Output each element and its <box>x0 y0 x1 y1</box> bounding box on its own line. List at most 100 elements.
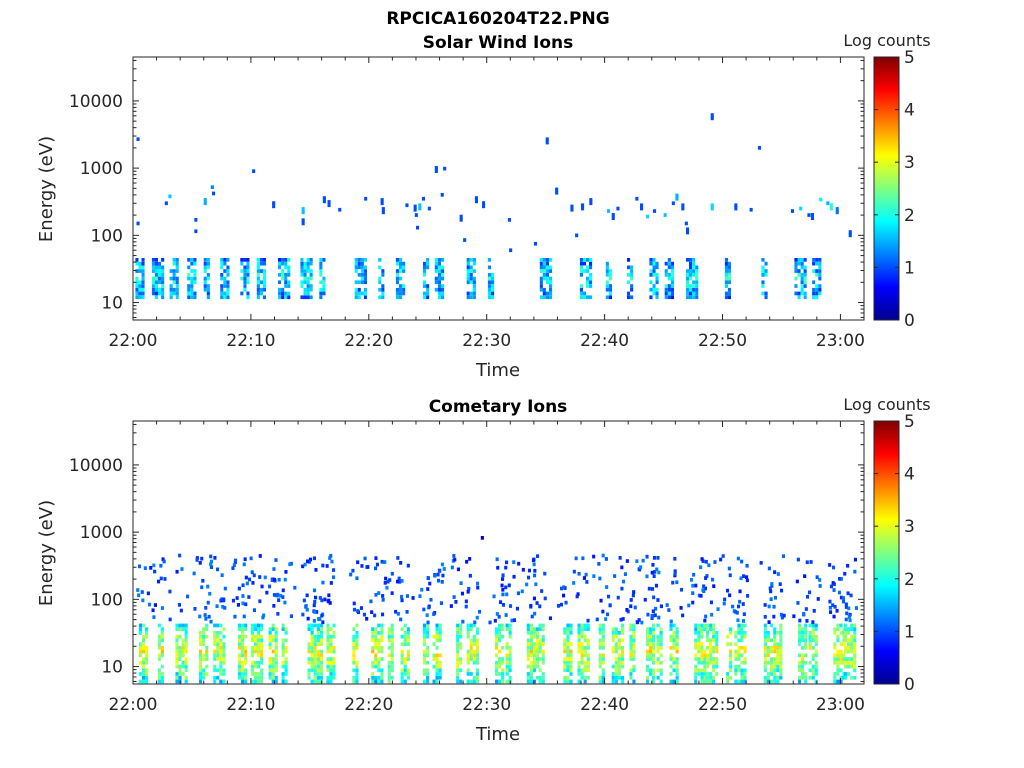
spectrogram-cell <box>219 653 223 658</box>
spectrogram-cell <box>190 295 194 300</box>
spectrogram-cell <box>743 672 747 676</box>
spectrogram-cell <box>206 258 210 262</box>
spectrogram-cell <box>203 276 207 281</box>
spectrogram-cell <box>850 657 854 661</box>
spectrogram-cell <box>160 627 164 631</box>
spectrogram-cell <box>526 664 530 669</box>
spectrogram-cell <box>719 557 723 562</box>
spectrogram-cell <box>487 287 491 292</box>
spectrogram-cell <box>501 675 505 680</box>
spectrogram-cell <box>469 638 473 643</box>
cometary-panel: Cometary Ions Log counts 10100100010000 … <box>36 395 931 745</box>
spectrogram-cell <box>385 585 389 590</box>
spectrogram-cell <box>804 646 808 650</box>
spectrogram-cell <box>387 672 391 676</box>
spectrogram-cell <box>487 295 491 300</box>
spectrogram-cell <box>601 668 605 673</box>
spectrogram-cell <box>598 642 602 646</box>
spectrogram-cell <box>779 642 783 646</box>
spectrogram-cell <box>836 623 840 628</box>
spectrogram-cell <box>538 657 542 661</box>
spectrogram-cell <box>172 258 176 262</box>
spectrogram-cell <box>400 634 404 639</box>
spectrogram-cell <box>632 679 636 684</box>
spectrogram-cell <box>743 649 747 654</box>
spectrogram-cell <box>316 638 320 643</box>
spectrogram-cell <box>268 627 272 631</box>
spectrogram-cell <box>476 585 480 590</box>
spectrogram-cell <box>563 675 567 680</box>
spectrogram-cell <box>459 623 463 628</box>
spectrogram-cell <box>581 203 585 208</box>
spectrogram-cell <box>532 668 536 673</box>
x-tick-label: 22:40 <box>580 331 629 351</box>
spectrogram-cell <box>184 649 188 654</box>
spectrogram-cell <box>268 668 272 673</box>
spectrogram-cell <box>630 265 634 270</box>
spectrogram-cell <box>219 672 223 676</box>
spectrogram-cell <box>423 660 427 665</box>
spectrogram-cell <box>466 649 470 654</box>
spectrogram-cell <box>284 660 288 665</box>
spectrogram-cell <box>469 291 473 296</box>
spectrogram-cell <box>319 295 323 300</box>
spectrogram-cell <box>614 679 618 684</box>
spectrogram-cell <box>193 261 197 266</box>
spectrogram-cell <box>329 675 333 680</box>
spectrogram-cell <box>516 591 520 596</box>
spectrogram-cell <box>577 571 581 576</box>
spectrogram-cell <box>450 565 454 570</box>
spectrogram-cell <box>399 269 403 273</box>
spectrogram-cell <box>740 638 744 643</box>
spectrogram-cell <box>844 657 848 661</box>
spectrogram-cell <box>466 672 470 676</box>
spectrogram-cell <box>469 649 473 654</box>
spectrogram-cell <box>608 603 612 608</box>
spectrogram-cell <box>213 623 217 628</box>
spectrogram-cell <box>199 642 203 646</box>
spectrogram-cell <box>172 261 176 266</box>
spectrogram-cell <box>815 287 819 292</box>
spectrogram-cell <box>541 675 545 680</box>
spectrogram-cell <box>640 206 644 211</box>
spectrogram-cell <box>740 631 744 635</box>
spectrogram-cell <box>425 613 429 617</box>
spectrogram-cell <box>608 295 612 300</box>
spectrogram-cell <box>649 287 653 292</box>
spectrogram-cell <box>312 603 316 608</box>
spectrogram-cell <box>274 627 278 631</box>
spectrogram-cell <box>763 675 767 680</box>
spectrogram-cell <box>649 269 653 273</box>
spectrogram-cell <box>729 649 733 654</box>
spectrogram-cell <box>505 560 509 565</box>
spectrogram-cell <box>517 561 521 566</box>
spectrogram-cell <box>199 657 203 661</box>
spectrogram-cell <box>798 642 802 646</box>
spectrogram-cell <box>259 291 263 296</box>
spectrogram-cell <box>178 657 182 661</box>
spectrogram-cell <box>734 653 738 658</box>
spectrogram-cell <box>303 273 307 277</box>
spectrogram-cell <box>798 664 802 669</box>
spectrogram-cell <box>307 646 311 650</box>
spectrogram-cell <box>466 291 470 296</box>
spectrogram-cell <box>734 679 738 684</box>
spectrogram-cell <box>314 568 318 572</box>
spectrogram-cell <box>773 668 777 673</box>
spectrogram-cell <box>695 284 699 288</box>
spectrogram-cell <box>833 642 837 646</box>
spectrogram-cell <box>734 206 738 211</box>
spectrogram-cell <box>811 634 815 639</box>
spectrogram-cell <box>736 556 740 561</box>
spectrogram-cell <box>138 672 142 676</box>
spectrogram-cell <box>380 201 384 206</box>
spectrogram-cell <box>703 664 707 669</box>
spectrogram-cell <box>601 672 605 676</box>
spectrogram-cell <box>154 276 158 281</box>
spectrogram-cell <box>652 595 656 600</box>
spectrogram-cell <box>652 574 656 578</box>
spectrogram-cell <box>272 567 276 571</box>
spectrogram-cell <box>709 672 713 676</box>
spectrogram-cell <box>526 638 530 643</box>
spectrogram-cell <box>222 642 226 646</box>
